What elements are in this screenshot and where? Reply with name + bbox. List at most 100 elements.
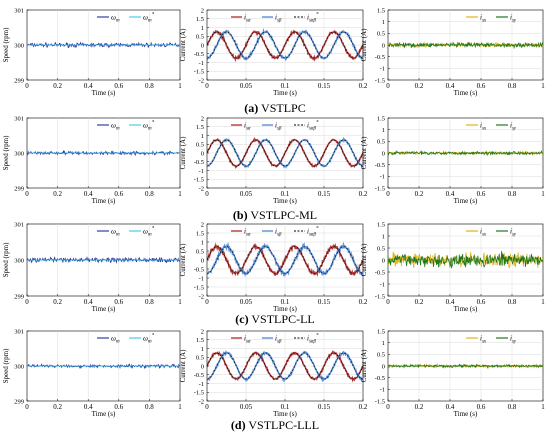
chart-d-xy: 0 0.2 0.4 0.6 0.8 1 -1.5 -1 -0.5 0 0.5 1 1.5 Time (s)… [360,328,545,418]
x-tick-label: 0.4 [446,82,455,90]
y-tick-label: 1 [382,340,385,347]
x-tick-label: 0.2 [359,190,368,198]
x-tick-label: 0.15 [318,403,331,411]
caption-c-text: VSTLPC-LL [251,312,315,326]
legend-label-speed-ref: ωm* [143,227,155,238]
y-tick-label: 0.5 [196,34,204,41]
x-tick-label: 0.8 [508,403,517,411]
legend-label-isalpha: isα [244,335,251,345]
x-tick-label: 0.6 [114,298,123,306]
y-axis-label: Current (A) [179,349,187,383]
x-axis-label: Time (s) [92,197,116,205]
y-tick-label: -1.5 [375,185,385,192]
x-tick-label: 0.6 [477,190,486,198]
legend-label-isx: isx [480,335,487,345]
x-tick-label: 0.2 [53,190,62,198]
y-tick-label: 1.5 [196,230,204,237]
x-tick-label: 0.4 [84,298,93,306]
legend-label-speed: ωm [111,14,120,24]
y-tick-label: -1.5 [194,284,204,291]
data-layer [388,41,543,50]
series-isx [388,150,543,157]
y-tick-label: -0.5 [375,269,385,276]
legend-label-isbeta: isβ [275,228,282,238]
data-layer [27,363,180,370]
caption-b-letter: (b) [232,208,248,222]
y-tick-label: -2 [199,398,204,405]
y-tick-label: -1 [380,174,385,181]
caption-a-letter: (a) [244,101,259,115]
y-tick-label: 1.5 [377,7,385,14]
y-tick-label: -0.5 [194,159,204,166]
x-tick-label: 0.4 [446,190,455,198]
x-axis-label: Time (s) [454,197,478,205]
series-ref-beta [207,31,363,59]
caption-b-text: VSTLPC-ML [250,208,318,222]
y-tick-label: 301 [14,328,24,335]
y-tick-label: 299 [14,293,24,300]
data-layer [207,241,363,278]
y-tick-label: 2 [201,115,204,122]
x-tick-label: 0.2 [53,403,62,411]
y-tick-label: -0.5 [375,162,385,169]
x-tick-label: 0.4 [84,190,93,198]
chart-a-current: 0 0.05 0.1 0.15 0.2-2-1.5-1-0.500.511.52Time… [179,7,368,97]
x-tick-label: 0.1 [281,403,290,411]
y-tick-label: 299 [14,398,24,405]
y-tick-label: 300 [14,150,24,157]
x-tick-label: 0 [25,403,29,411]
legend-label-speed-ref: ωm* [143,334,155,345]
x-axis-label: Time (s) [92,410,116,418]
series-ref-alpha [207,352,363,380]
x-tick-label: 1 [178,298,182,306]
x-tick-label: 0.6 [114,403,123,411]
x-tick-label: 0.05 [240,403,253,411]
y-axis-label: Speed (rpm) [2,27,10,62]
series-isalpha [207,137,363,169]
y-axis-label: Current (A) [360,243,368,277]
y-tick-label: 301 [14,221,24,228]
chart-a-speed: 0 0.2 0.4 0.6 0.8 1 299 300 301 Time (s) Speed (rp… [2,7,182,97]
x-tick-label: 0.6 [477,298,486,306]
x-tick-label: 0.8 [145,190,154,198]
chart-b-xy: 0 0.2 0.4 0.6 0.8 1 -1.5 -1 -0.5 0 0.5 1 1.5 Time (s)… [360,115,545,205]
caption-c: (c) VSTLPC-LL [0,312,550,327]
caption-c-letter: (c) [235,312,249,326]
y-tick-label: 2 [201,7,204,14]
x-tick-label: 1 [541,190,545,198]
chart-c-speed: 0 0.2 0.4 0.6 0.8 1 299 300 301 Time (s) Speed (rp… [2,221,182,313]
caption-b: (b) VSTLPC-ML [0,208,550,223]
y-tick-label: -0.5 [194,372,204,379]
x-tick-label: 0.4 [446,403,455,411]
data-layer [27,41,180,49]
x-tick-label: 0.15 [318,82,331,90]
x-tick-label: 0.15 [318,190,331,198]
x-tick-label: 0.4 [446,298,455,306]
data-layer [207,27,363,63]
x-tick-label: 0 [25,82,29,90]
y-tick-label: 1 [382,19,385,26]
y-tick-label: -1 [380,66,385,73]
x-tick-label: 0.2 [415,82,424,90]
y-axis-label: Speed (rpm) [2,242,10,277]
legend-label-isy: isy [510,122,517,132]
x-axis-label: Time (s) [454,89,478,97]
y-tick-label: -1 [199,275,204,282]
x-tick-label: 0.2 [359,403,368,411]
y-tick-label: 0 [201,150,204,157]
x-tick-label: 0.8 [508,82,517,90]
x-tick-label: 0.6 [114,190,123,198]
data-layer [207,349,363,383]
chart-d-speed: 0 0.2 0.4 0.6 0.8 1 299 300 301 Time (s) Speed (rp… [2,328,182,418]
caption-d-text: VSTLPC-LLL [248,418,320,432]
y-tick-label: 0 [201,42,204,49]
x-axis-label: Time (s) [273,410,297,418]
x-tick-label: 1 [541,82,545,90]
series-isalpha [207,29,363,63]
x-tick-label: 1 [178,403,182,411]
legend-label-speed-ref: ωm* [143,13,155,24]
y-tick-label: 0 [201,363,204,370]
x-tick-label: 1 [178,82,182,90]
legend-label-speed: ωm [111,335,120,345]
chart-b-speed: 0 0.2 0.4 0.6 0.8 1 299 300 301 Time (s) Speed (rp… [2,115,182,205]
